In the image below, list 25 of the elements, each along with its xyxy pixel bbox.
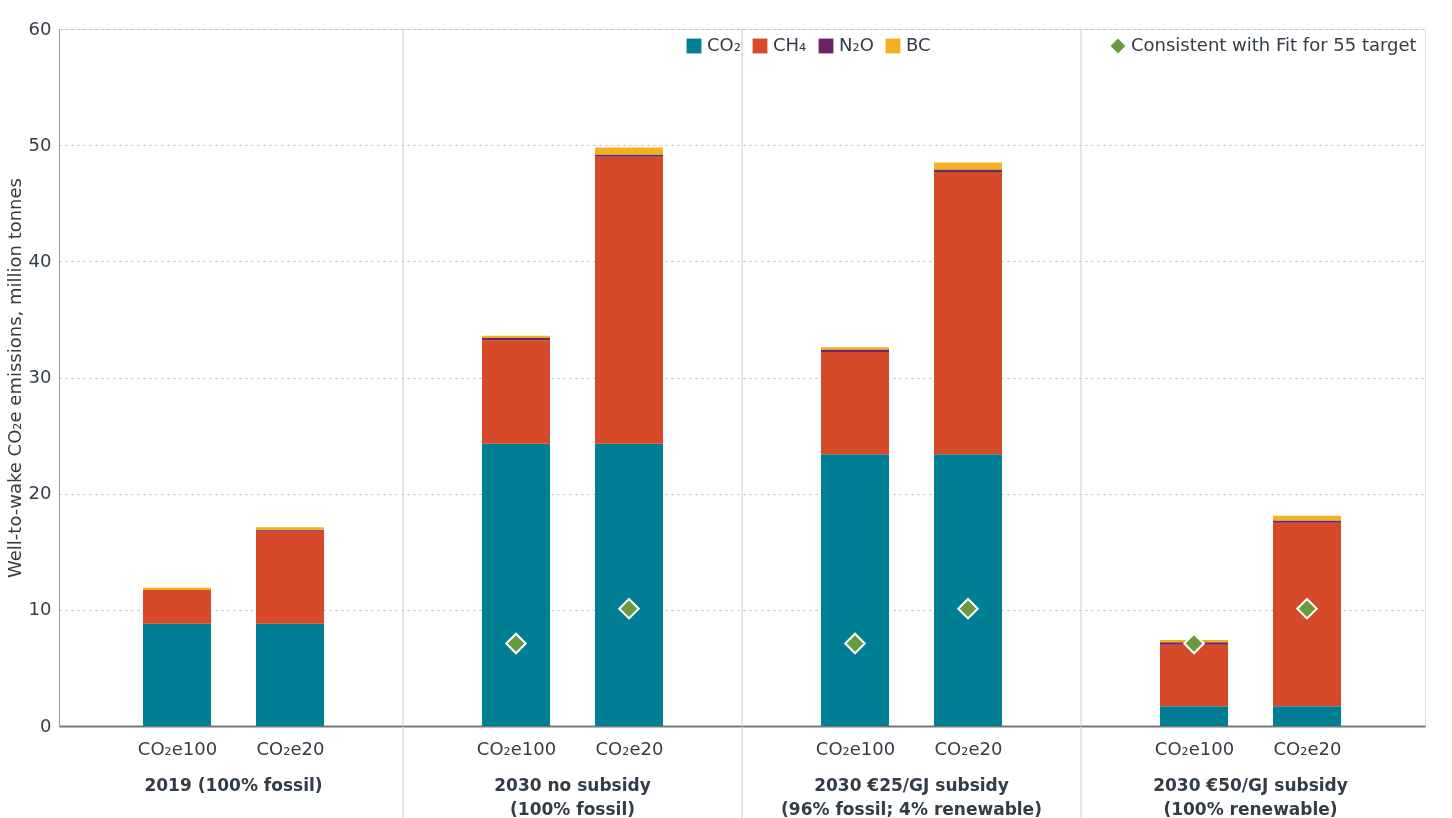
text: 2030 €50/GJ subsidy (100% renewable) <box>1153 775 1348 818</box>
legend-label: Consistent with Fit for 55 target <box>1131 34 1417 55</box>
x-tick-label: CO₂e20 <box>256 737 325 759</box>
y-tick-label: 30 <box>28 366 52 387</box>
legend-label: BC <box>906 34 931 55</box>
y-axis-title: Well-to-wake CO₂e emissions, million tonnes <box>3 178 25 578</box>
x-tick-label: CO₂e100 <box>476 737 557 759</box>
text: 2030 no subsidy (100% fossil) <box>494 775 651 818</box>
x-tick-label: CO₂e100 <box>1154 737 1235 759</box>
y-tick-label: 20 <box>28 482 52 504</box>
text: 2030 €25/GJ subsidy (96% fossil; 4% renewable) <box>781 775 1042 818</box>
y-tick-label: 50 <box>28 133 52 155</box>
x-tick-label: CO₂e20 <box>1273 737 1342 759</box>
x-tick-label: CO₂e100 <box>815 737 896 759</box>
x-tick-label: CO₂e20 <box>595 737 664 759</box>
y-tick-label: 60 <box>28 17 52 39</box>
y-tick-label: 40 <box>28 249 52 271</box>
y-tick-label: 0 <box>40 714 52 736</box>
x-tick-label: CO₂e100 <box>137 737 218 759</box>
y-tick-label: 10 <box>28 598 52 620</box>
x-tick-label: CO₂e20 <box>934 737 1003 759</box>
text: 2019 (100% fossil) <box>144 775 323 795</box>
legend-label: CH₄ <box>773 34 807 55</box>
legend-label: CO₂ <box>707 34 741 55</box>
legend-label: N₂O <box>839 34 874 55</box>
